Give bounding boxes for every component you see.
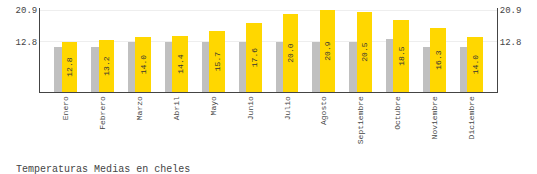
svg-text:20.9: 20.9	[16, 6, 38, 16]
svg-text:Diciembre: Diciembre	[467, 96, 476, 139]
svg-text:20.9: 20.9	[323, 41, 332, 60]
svg-text:Octubre: Octubre	[393, 96, 402, 130]
svg-text:17.6: 17.6	[250, 48, 259, 67]
svg-text:14.4: 14.4	[176, 54, 185, 73]
svg-text:12.8: 12.8	[16, 38, 38, 48]
svg-text:16.3: 16.3	[434, 50, 443, 69]
svg-text:14.0: 14.0	[139, 55, 148, 74]
svg-text:Junio: Junio	[246, 96, 255, 120]
svg-text:15.7: 15.7	[213, 52, 222, 71]
svg-text:Noviembre: Noviembre	[430, 96, 439, 139]
svg-text:Temperaturas Medias en cheles: Temperaturas Medias en cheles	[16, 164, 190, 174]
svg-text:Abril: Abril	[172, 96, 181, 120]
svg-text:Febrero: Febrero	[98, 96, 107, 130]
svg-text:12.8: 12.8	[65, 57, 74, 76]
svg-text:Mayo: Mayo	[209, 96, 218, 115]
svg-text:20.0: 20.0	[286, 43, 295, 62]
svg-text:Agosto: Agosto	[319, 96, 328, 125]
svg-text:12.8: 12.8	[500, 38, 522, 48]
svg-text:Enero: Enero	[61, 96, 70, 120]
svg-text:Septiembre: Septiembre	[356, 96, 365, 144]
svg-text:14.0: 14.0	[471, 55, 480, 74]
svg-text:Marzo: Marzo	[135, 96, 144, 120]
svg-text:13.2: 13.2	[102, 56, 111, 75]
svg-text:20.9: 20.9	[500, 6, 522, 16]
svg-text:20.5: 20.5	[360, 42, 369, 61]
svg-text:18.5: 18.5	[397, 46, 406, 65]
svg-text:Julio: Julio	[283, 96, 292, 120]
